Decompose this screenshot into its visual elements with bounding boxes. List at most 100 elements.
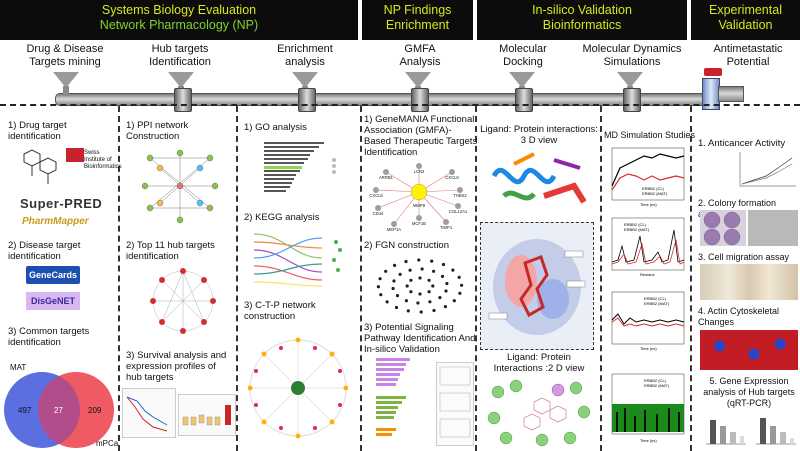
gene-label: LCN2 — [414, 169, 425, 174]
fgn-node — [391, 286, 395, 291]
go-bar-chart — [264, 142, 336, 192]
anticancer-item: 1. Anticancer Activity — [698, 138, 786, 149]
ctp-network-item: 3) C-T-P network construction — [244, 300, 316, 322]
md-legend-b: ERBB2 (MAT) — [644, 383, 670, 388]
kegg-analysis-item: 2) KEGG analysis — [244, 212, 320, 223]
column-divider — [600, 106, 602, 451]
colony-micro-image — [748, 210, 798, 246]
genecards-logo: GeneCards — [26, 266, 80, 284]
fgn-network-graph — [376, 258, 464, 314]
column-divider — [360, 106, 362, 451]
sib-label: Swiss Institute of Bioinformatics — [84, 150, 122, 170]
header-insilico-line2: Bioinformatics — [542, 18, 622, 32]
stage-drug-disease: Drug & Disease Targets mining — [26, 43, 104, 68]
venn-diagram — [4, 372, 114, 448]
fgn-node — [430, 259, 434, 263]
stage-hub-targets: Hub targets Identification — [149, 43, 211, 68]
gene-label: CD44 — [373, 211, 384, 216]
header-systems-line2: Network Pharmacology (NP) — [99, 18, 259, 32]
valve-icon — [623, 88, 641, 112]
fgn-node — [432, 308, 436, 313]
fgn-node — [438, 296, 442, 300]
column-divider — [475, 106, 477, 451]
superpred-logo: Super-PRED — [20, 196, 103, 211]
md-hbond-plot: ERBB2 (CL) ERBB2 (MAT) Time (ns) — [611, 373, 685, 443]
faucet-valve-icon — [704, 68, 722, 76]
hub-targets-circle-network — [150, 268, 216, 334]
valve-icon — [174, 88, 192, 112]
fgn-node — [394, 305, 399, 310]
fgn-node — [406, 309, 410, 313]
kegg-sankey-plot — [253, 233, 342, 287]
md-xlabel: Time (ns) — [640, 438, 657, 443]
migration-image — [700, 264, 798, 300]
go-analysis-item: 1) GO analysis — [244, 122, 307, 133]
md-legend-a: ERBB2 (CL) — [624, 222, 647, 227]
md-rmsf-plot: ERBB2 (CL) ERBB2 (MAT) Residue — [611, 217, 685, 277]
actin-fluorescence-image — [700, 330, 798, 370]
fgn-node — [441, 262, 446, 267]
valve-icon — [411, 88, 429, 112]
ligand-3d-item: Ligand: Protein interactions: 3 D view — [480, 124, 598, 146]
ligand-2d-item: Ligand: Protein Interactions :2 D view — [493, 352, 585, 374]
fgn-node — [404, 299, 408, 303]
fgn-node — [431, 284, 435, 288]
binding-pocket-panel — [480, 222, 594, 350]
funnel-icon — [53, 72, 79, 88]
funnel-stem — [63, 86, 69, 96]
md-legend-a: ERBB2 (CL) — [644, 378, 667, 383]
md-legend-a: ERBB2 (CL) — [642, 186, 665, 191]
ctp-network-graph — [248, 337, 348, 439]
fgn-node — [443, 305, 447, 309]
anticancer-line-plot — [739, 152, 796, 187]
header-insilico: In-silico Validation Bioinformatics — [477, 0, 687, 40]
fgn-node — [409, 290, 413, 294]
interaction-2d-diagram — [487, 379, 591, 447]
column-divider — [118, 106, 120, 451]
venn-mid-count: 27 — [54, 406, 63, 415]
fgn-node — [444, 289, 448, 293]
stage-gmfa: GMFA Analysis — [399, 43, 441, 68]
fgn-node — [418, 292, 422, 296]
md-title: MD Simulation Studies — [604, 130, 696, 140]
outlet-pipe — [718, 86, 744, 102]
common-target-item: 3) Common targets identification — [8, 326, 90, 348]
md-legend-b: ERBB2 (MAT) — [624, 227, 650, 232]
fgn-node — [452, 299, 456, 303]
fgn-node — [420, 267, 424, 271]
gene-label: MEP1A — [387, 227, 401, 232]
fgn-node — [379, 293, 383, 297]
fgn-node — [376, 285, 380, 289]
fgn-node — [440, 274, 445, 278]
header-exp-line1: Experimental — [709, 3, 782, 17]
section-divider — [0, 104, 800, 106]
pathway-docking-panel — [436, 362, 474, 446]
fgn-node — [393, 263, 397, 267]
fgn-node — [445, 281, 449, 286]
header-np-line1: NP Findings — [383, 3, 452, 17]
stage-enrichment: Enrichment analysis — [277, 43, 333, 68]
gene-label: MMP9 — [413, 203, 426, 208]
fgn-node — [432, 269, 436, 273]
survival-curve-plot — [122, 388, 176, 438]
md-xlabel: Time (ns) — [640, 202, 657, 207]
md-legend-b: ERBB2 (MAT) — [642, 191, 668, 196]
column-divider — [236, 106, 238, 451]
venn-left-label: MAT — [10, 363, 27, 372]
funnel-icon — [617, 72, 643, 88]
md-legend-a: ERBB2 (CL) — [644, 296, 667, 301]
disgenet-logo: DisGeNET — [26, 292, 80, 310]
md-legend-b: ERBB2 (MAT) — [644, 301, 670, 306]
md-rmsd-plot: ERBB2 (CL) ERBB2 (MAT) Time (ns) — [611, 147, 685, 207]
header-experimental: Experimental Validation — [691, 0, 800, 40]
fgn-node — [392, 279, 396, 283]
header-np-findings: NP Findings Enrichment — [362, 0, 473, 40]
signaling-pathway-item: 3) Potential Signaling Pathway Identific… — [364, 322, 476, 355]
ppi-network-item: 1) PPI network Construction — [126, 120, 189, 142]
gene-label: THBS2 — [453, 193, 467, 198]
qpcr-bar-chart-b — [756, 418, 796, 445]
column-divider — [690, 106, 692, 451]
gmfa-item: 1) GeneMANIA Functional Association (GMF… — [364, 114, 478, 158]
header-systems-line1: Systems Biology Evaluation — [101, 3, 257, 17]
fgn-node — [384, 269, 388, 273]
